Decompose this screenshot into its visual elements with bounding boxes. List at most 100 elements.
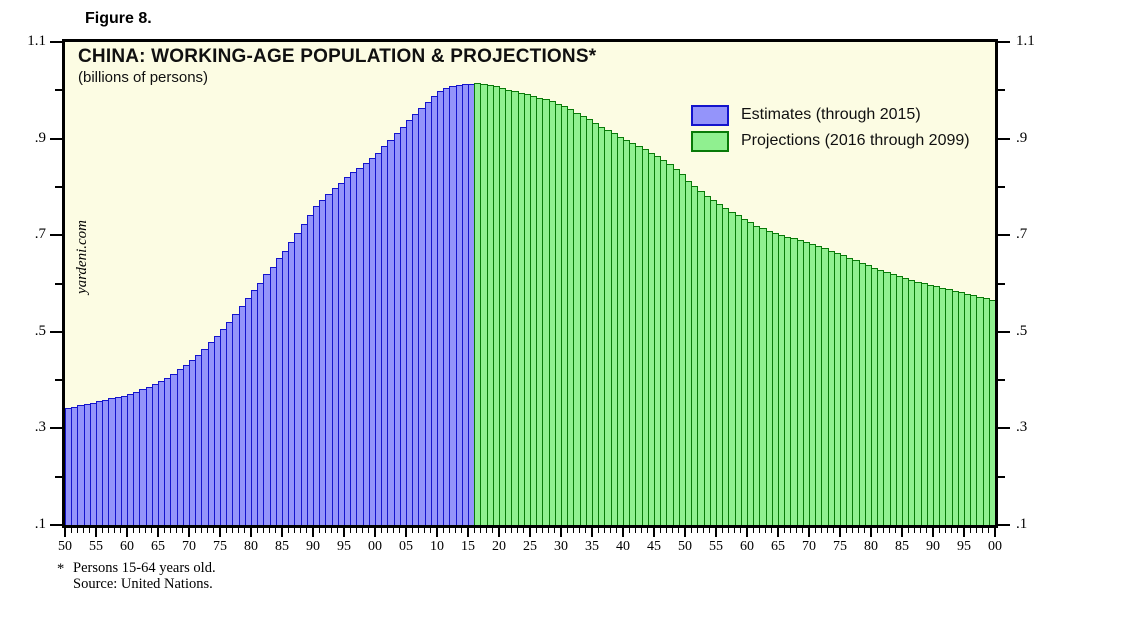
x-tick-minor	[572, 528, 574, 533]
x-tick-label: 60	[120, 539, 134, 554]
x-tick-major	[188, 528, 190, 537]
x-tick-minor	[176, 528, 178, 533]
x-tick-minor	[349, 528, 351, 533]
x-tick-minor	[895, 528, 897, 533]
footnote-lines: Persons 15-64 years old. Source: United …	[73, 560, 216, 592]
x-tick-minor	[535, 528, 537, 533]
y-tick-major-right	[998, 41, 1010, 43]
x-tick-minor	[76, 528, 78, 533]
x-tick-minor	[461, 528, 463, 533]
x-tick-minor	[858, 528, 860, 533]
x-tick-minor	[411, 528, 413, 533]
x-tick-major	[591, 528, 593, 537]
x-tick-minor	[417, 528, 419, 533]
y-tick-minor-left	[55, 282, 62, 285]
y-tick-minor-right	[998, 185, 1005, 188]
x-tick-major	[901, 528, 903, 537]
x-tick-major	[374, 528, 376, 537]
x-tick-minor	[603, 528, 605, 533]
x-tick-minor	[362, 528, 364, 533]
y-tick-minor-right	[998, 379, 1005, 382]
x-tick-minor	[399, 528, 401, 533]
x-tick-minor	[486, 528, 488, 533]
x-tick-minor	[727, 528, 729, 533]
x-tick-minor	[541, 528, 543, 533]
x-tick-label: 55	[89, 539, 103, 554]
x-tick-minor	[982, 528, 984, 533]
x-tick-minor	[448, 528, 450, 533]
x-tick-major	[436, 528, 438, 537]
x-tick-label: 15	[461, 539, 475, 554]
x-tick-minor	[138, 528, 140, 533]
bar	[989, 300, 995, 525]
x-tick-label: 60	[740, 539, 754, 554]
y-tick-label-right: 1.1	[1016, 33, 1035, 49]
y-tick-label-right: .5	[1016, 322, 1028, 339]
x-tick-minor	[393, 528, 395, 533]
x-tick-label: 85	[895, 539, 909, 554]
x-tick-label: 95	[337, 539, 351, 554]
x-tick-label: 90	[306, 539, 320, 554]
x-tick-minor	[300, 528, 302, 533]
x-tick-minor	[510, 528, 512, 533]
x-tick-minor	[479, 528, 481, 533]
x-tick-minor	[889, 528, 891, 533]
x-tick-label: 00	[988, 539, 1002, 554]
y-tick-minor-right	[998, 282, 1005, 285]
x-tick-minor	[368, 528, 370, 533]
x-tick-minor	[132, 528, 134, 533]
x-tick-minor	[318, 528, 320, 533]
x-tick-label: 55	[709, 539, 723, 554]
x-tick-minor	[70, 528, 72, 533]
x-tick-minor	[765, 528, 767, 533]
x-tick-minor	[523, 528, 525, 533]
x-tick-major	[808, 528, 810, 537]
x-tick-minor	[231, 528, 233, 533]
chart-subtitle: (billions of persons)	[78, 69, 209, 86]
y-tick-label-right: .3	[1016, 419, 1028, 436]
x-tick-minor	[802, 528, 804, 533]
x-tick-label: 20	[492, 539, 506, 554]
y-tick-label-left: .5	[34, 322, 46, 339]
footnote-marker: *	[57, 561, 65, 577]
x-tick-major	[746, 528, 748, 537]
x-tick-minor	[225, 528, 227, 533]
x-tick-major	[157, 528, 159, 537]
x-tick-minor	[926, 528, 928, 533]
x-tick-label: 65	[771, 539, 785, 554]
x-tick-label: 50	[58, 539, 72, 554]
legend-label-projections: Projections (2016 through 2099)	[741, 132, 970, 149]
x-tick-label: 50	[678, 539, 692, 554]
figure-label: Figure 8.	[85, 10, 152, 27]
footnote-line1: Persons 15-64 years old.	[73, 560, 216, 576]
x-tick-minor	[938, 528, 940, 533]
x-tick-label: 30	[554, 539, 568, 554]
x-tick-label: 85	[275, 539, 289, 554]
y-tick-minor-left	[55, 185, 62, 188]
x-tick-minor	[659, 528, 661, 533]
y-tick-label-left: .9	[34, 129, 46, 146]
x-tick-major	[622, 528, 624, 537]
y-tick-major-left	[50, 427, 62, 430]
x-tick-minor	[597, 528, 599, 533]
x-tick-minor	[269, 528, 271, 533]
x-tick-major	[994, 528, 996, 537]
x-tick-minor	[920, 528, 922, 533]
y-tick-major-left	[50, 137, 62, 140]
x-tick-label: 90	[926, 539, 940, 554]
x-tick-major	[839, 528, 841, 537]
legend: Estimates (through 2015) Projections (20…	[691, 104, 970, 157]
x-tick-minor	[951, 528, 953, 533]
x-tick-minor	[517, 528, 519, 533]
x-tick-minor	[182, 528, 184, 533]
x-tick-minor	[672, 528, 674, 533]
watermark-yardeni: yardeni.com	[74, 220, 90, 295]
x-tick-minor	[492, 528, 494, 533]
x-tick-minor	[647, 528, 649, 533]
x-tick-major	[715, 528, 717, 537]
x-tick-label: 00	[368, 539, 382, 554]
x-tick-major	[467, 528, 469, 537]
x-tick-minor	[287, 528, 289, 533]
x-tick-minor	[851, 528, 853, 533]
x-tick-minor	[145, 528, 147, 533]
